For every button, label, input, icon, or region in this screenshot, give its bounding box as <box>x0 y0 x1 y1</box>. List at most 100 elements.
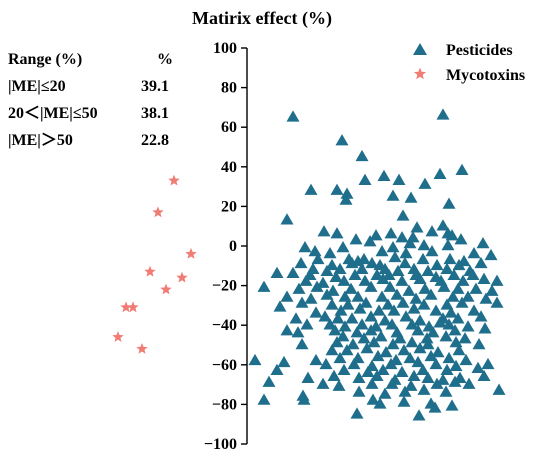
pesticide-point <box>428 401 442 413</box>
mycotoxin-point <box>144 265 156 277</box>
pesticide-point <box>395 231 409 243</box>
pesticide-point <box>325 298 339 310</box>
pesticide-point <box>461 290 475 302</box>
pesticide-point <box>333 351 347 364</box>
pesticide-point <box>440 298 454 310</box>
pesticide-point <box>388 250 402 263</box>
mycotoxin-point <box>168 174 180 186</box>
pesticide-point <box>395 365 409 377</box>
pesticide-point <box>397 395 411 407</box>
pesticide-point <box>291 326 305 338</box>
pesticide-point <box>301 371 315 383</box>
pesticide-point <box>384 357 398 370</box>
table-row-3-value: 22.8 <box>141 132 169 149</box>
pesticide-point <box>277 355 291 368</box>
y-tick-label: 40 <box>221 159 237 176</box>
pesticide-point <box>405 318 419 330</box>
pesticide-point <box>413 341 427 354</box>
pesticide-point <box>355 149 369 162</box>
pesticide-point <box>417 383 431 395</box>
pesticide-point <box>297 393 311 405</box>
pesticide-point <box>373 397 387 409</box>
legend: Pesticides Mycotoxins <box>413 42 525 84</box>
pesticide-point <box>403 351 417 364</box>
range-table: Range (%) % |ME|≤20 39.1 20＜|ME|≤50 38.1… <box>8 51 173 149</box>
pesticide-point <box>383 280 397 292</box>
y-tick-label: 60 <box>221 119 237 136</box>
pesticide-point <box>440 262 454 275</box>
pesticide-point <box>395 274 409 286</box>
pesticide-point <box>467 246 481 259</box>
pesticide-point <box>448 324 462 336</box>
pesticide-point <box>413 272 427 284</box>
pesticide-point <box>320 264 334 277</box>
pesticide-point <box>333 262 347 275</box>
pesticide-point <box>270 266 284 278</box>
pesticide-point <box>437 280 451 292</box>
table-row-3-range: |ME|＞50 <box>8 132 73 149</box>
pesticide-point <box>452 343 466 356</box>
y-tick-label: −80 <box>212 396 237 413</box>
pesticide-point <box>355 262 369 275</box>
pesticide-point <box>311 252 325 265</box>
y-tick-label: 20 <box>221 198 237 215</box>
pesticide-point <box>405 336 419 348</box>
pesticide-point <box>398 256 412 269</box>
pesticide-point <box>442 318 456 330</box>
pesticide-point <box>424 349 438 362</box>
mycotoxin-point <box>160 283 172 295</box>
pesticide-point <box>357 332 371 344</box>
table-row-1-value: 39.1 <box>141 78 169 95</box>
pesticide-point <box>393 332 407 344</box>
mycotoxin-point <box>176 271 188 283</box>
pesticide-point <box>421 338 435 350</box>
pesticide-point <box>386 189 400 201</box>
pesticide-point <box>439 385 453 397</box>
pesticide-point <box>294 256 308 269</box>
pesticide-point <box>386 241 400 253</box>
pesticide-point <box>412 409 426 421</box>
pesticide-point <box>316 276 330 288</box>
pesticide-point <box>459 353 473 366</box>
pesticide-point <box>397 343 411 356</box>
table-row-1-range: |ME|≤20 <box>8 78 66 95</box>
pesticide-point <box>472 338 486 350</box>
pesticide-point <box>471 361 485 374</box>
pesticide-point <box>462 377 476 389</box>
pesticide-point <box>309 353 323 366</box>
pesticide-point <box>454 233 468 245</box>
pesticide-point <box>340 187 354 199</box>
pesticide-point <box>436 219 450 231</box>
pesticide-point <box>286 110 300 122</box>
pesticide-point <box>280 213 294 225</box>
pesticide-point <box>292 282 306 294</box>
pesticide-point <box>361 365 375 377</box>
pesticide-point <box>409 292 423 304</box>
pesticide-point <box>367 336 381 348</box>
pesticide-point <box>335 134 349 146</box>
y-tick-label: −100 <box>204 436 237 453</box>
pesticide-point <box>339 193 353 205</box>
pesticide-point <box>359 296 373 308</box>
pesticide-point <box>455 163 469 176</box>
pesticide-point <box>325 343 339 356</box>
pesticide-point <box>378 314 392 326</box>
pesticide-point <box>365 377 379 389</box>
pesticide-point <box>447 268 461 280</box>
pesticide-point <box>273 300 287 312</box>
pesticide-point <box>349 233 363 245</box>
pesticide-point <box>458 332 472 344</box>
pesticide-point <box>441 239 455 251</box>
pesticide-point <box>411 324 425 336</box>
pesticide-point <box>257 280 271 292</box>
pesticide-point <box>257 393 271 405</box>
pesticide-point <box>425 244 439 257</box>
pesticide-point <box>326 284 340 296</box>
pesticide-point <box>304 292 318 304</box>
pesticide-point <box>455 296 469 308</box>
mycotoxin-point <box>185 247 197 259</box>
pesticide-point <box>476 237 490 249</box>
pesticide-point <box>262 375 276 387</box>
pesticide-point <box>484 248 498 261</box>
pesticide-point <box>330 227 344 239</box>
